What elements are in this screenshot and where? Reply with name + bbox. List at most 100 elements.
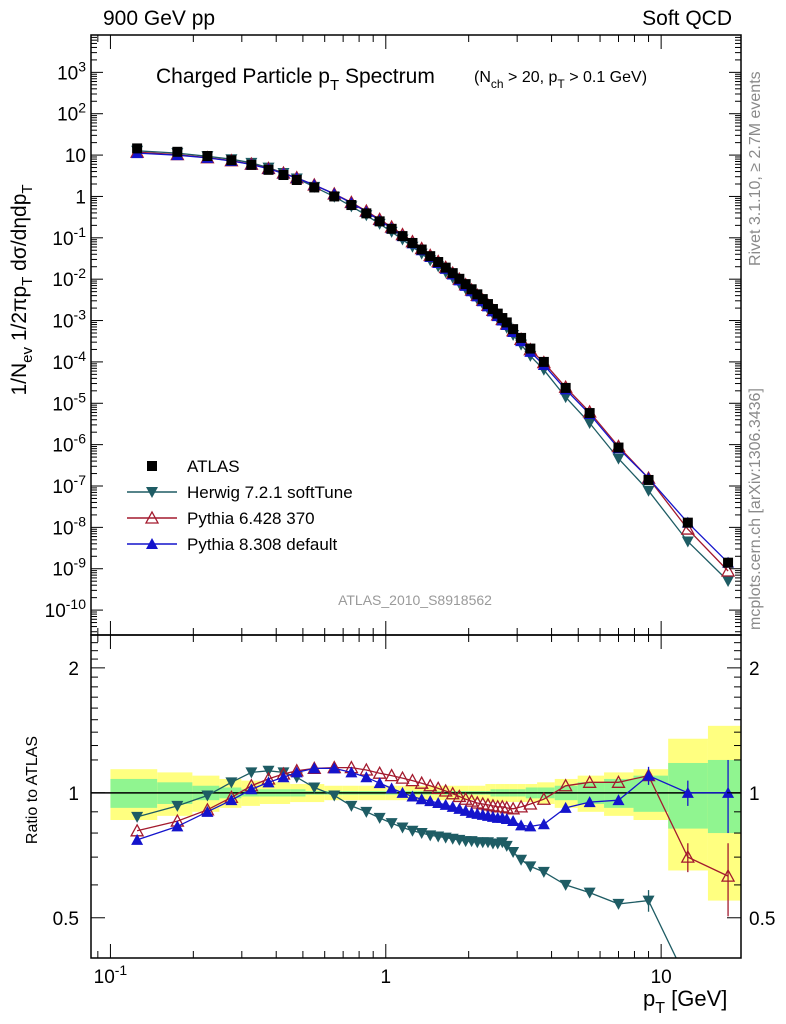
marker-ratio-2	[384, 768, 399, 782]
marker-main-1	[612, 453, 625, 465]
main-y-tick-label: 10-2	[52, 265, 86, 291]
main-title-sub: T	[330, 77, 339, 94]
x-tick-label: 10	[651, 967, 672, 988]
marker-ratio-3	[373, 777, 386, 789]
cond-part-2: > 20, p	[504, 69, 558, 86]
data-point	[278, 170, 289, 181]
main-y-tick-label: 10	[65, 146, 86, 167]
data-point	[501, 317, 512, 328]
legend-label: Pythia 6.428 370	[187, 509, 315, 528]
marker-main-1	[583, 417, 596, 429]
ratio-y-tick-label-left: 0.5	[53, 909, 79, 930]
marker-ratio-3	[507, 815, 520, 827]
main-y-tick-label: 10-9	[52, 555, 86, 581]
data-point	[309, 182, 320, 193]
legend-label: ATLAS	[187, 457, 240, 476]
x-tick-label: 1	[380, 967, 391, 988]
ratio-curves	[130, 759, 736, 958]
marker-ratio-2	[423, 778, 438, 792]
marker-main-1	[642, 485, 655, 497]
marker-ratio-2	[438, 783, 453, 797]
marker-ratio-3	[424, 795, 437, 807]
main-y-tick-label: 10-8	[52, 513, 86, 539]
marker-ratio-3	[345, 766, 358, 778]
marker-ratio-2	[445, 786, 460, 800]
marker-ratio-2	[523, 796, 538, 810]
marker-ratio-1	[515, 854, 528, 866]
marker-ratio-3	[245, 783, 258, 795]
legend-marker	[144, 510, 160, 524]
main-y-tick-label: 1	[75, 187, 86, 208]
main-title-conditions: (Nch > 20, pT > 0.1 GeV)	[474, 69, 647, 91]
data-point	[361, 208, 372, 219]
marker-ratio-2	[395, 770, 410, 784]
main-y-tick-label: 10-7	[52, 472, 86, 498]
marker-ratio-3	[360, 771, 373, 783]
marker-ratio-1	[360, 806, 373, 818]
marker-ratio-1	[406, 825, 419, 837]
cond-part-1: (N	[474, 69, 491, 86]
marker-ratio-2	[431, 781, 446, 795]
data-point	[560, 382, 571, 393]
main-y-tick-label: 10-4	[52, 348, 86, 374]
data-point	[346, 200, 357, 211]
data-point	[416, 244, 427, 255]
legend-marker	[146, 538, 158, 549]
main-y-tick-label: 10-1	[52, 224, 86, 250]
marker-ratio-1	[131, 811, 144, 823]
header-beam: 900 GeV pp	[103, 7, 216, 30]
main-panel: 10-10 10-9 10-8 10-7 10-6 10-5 10-4 10-3 10-2 10-…	[45, 34, 742, 636]
marker-main-1	[681, 536, 694, 548]
data-point	[466, 284, 477, 295]
marker-ratio-3	[171, 820, 184, 832]
cond-part-2-sub: T	[557, 77, 565, 91]
marker-ratio-1	[583, 887, 596, 899]
marker-ratio-1	[201, 790, 214, 802]
marker-ratio-3	[277, 771, 290, 783]
marker-ratio-3	[583, 796, 596, 808]
data-point	[723, 557, 734, 568]
main-title-text: Charged Particle p	[156, 65, 330, 88]
data-point	[525, 343, 536, 354]
data-point	[329, 191, 340, 202]
ratio-y-tick-label-right: 2	[749, 659, 760, 680]
header-category: Soft QCD	[642, 7, 732, 30]
marker-ratio-3	[201, 805, 214, 817]
analysis-watermark: ATLAS_2010_S8918562	[338, 592, 492, 608]
data-point	[246, 159, 257, 170]
cond-part-1-sub: ch	[491, 77, 504, 91]
main-title-word: Spectrum	[339, 65, 435, 88]
marker-ratio-2	[405, 773, 420, 787]
data-point	[447, 268, 458, 279]
marker-ratio-3	[262, 776, 275, 788]
marker-main-2	[720, 563, 736, 577]
main-y-tick-label: 10-3	[52, 307, 86, 333]
marker-ratio-3	[396, 786, 409, 798]
data-point	[613, 442, 624, 453]
marker-ratio-2	[414, 775, 429, 789]
marker-ratio-1	[559, 879, 572, 891]
marker-ratio-2	[611, 774, 626, 788]
marker-ratio-3	[131, 833, 144, 845]
marker-ratio-1	[245, 767, 258, 779]
data-point	[454, 273, 465, 284]
ratio-y-tick-label-left: 1	[68, 784, 79, 805]
legend-marker	[147, 461, 157, 471]
data-point	[397, 231, 408, 242]
marker-main-1	[722, 576, 735, 588]
legend-label: Herwig 7.2.1 softTune	[187, 483, 353, 502]
marker-ratio-1	[345, 800, 358, 812]
marker-ratio-3	[406, 790, 419, 802]
ratio-frame	[90, 634, 742, 959]
ratio-y-tick-label-right: 0.5	[749, 909, 775, 930]
rivet-version-label: Rivet 3.1.10, ≥ 2.7M events	[747, 71, 764, 266]
marker-ratio-2	[458, 791, 473, 805]
legend-marker	[146, 487, 158, 498]
marker-main-1	[559, 392, 572, 404]
marker-ratio-2	[499, 800, 514, 814]
marker-ratio-3	[432, 797, 445, 809]
marker-ratio-2	[506, 801, 521, 815]
marker-ratio-3	[446, 800, 459, 812]
marker-ratio-1	[225, 777, 238, 789]
